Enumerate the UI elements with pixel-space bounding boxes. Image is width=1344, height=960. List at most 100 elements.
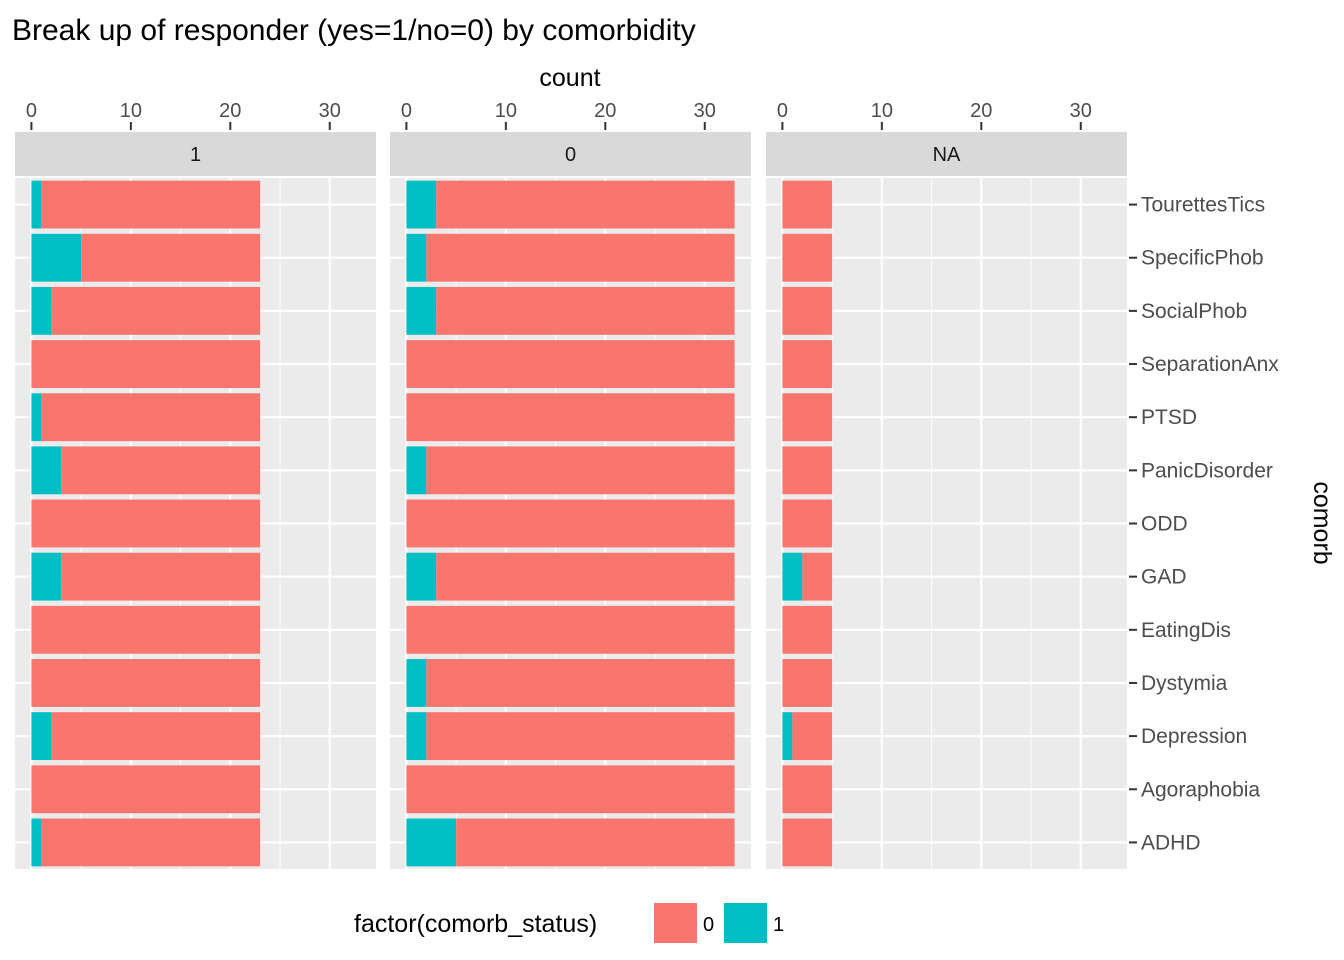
chart-title: Break up of responder (yes=1/no=0) by co… [12, 14, 696, 47]
legend-label-1: 1 [773, 914, 784, 936]
bar-segment-status-0 [41, 393, 261, 442]
bar-segment-status-0 [436, 180, 735, 229]
x-tick-label: 30 [694, 100, 716, 122]
facet-panel: 10 10 20 30 [15, 100, 376, 869]
bar-segment-status-0 [426, 712, 735, 761]
facet-strip-label: NA [933, 144, 961, 166]
x-tick-label: 0 [777, 100, 788, 122]
bar-segment-status-0 [782, 659, 833, 707]
x-axis-title: count [539, 64, 600, 92]
bar-segment-status-0 [782, 818, 833, 867]
x-tick-label: 10 [120, 100, 142, 122]
bar-segment-status-1 [31, 552, 62, 601]
bar-segment-status-1 [782, 712, 793, 761]
bar-segment-status-1 [782, 552, 803, 601]
bar-segment-status-0 [436, 552, 735, 601]
bar-segment-status-0 [456, 818, 735, 867]
bar-segment-status-0 [802, 552, 833, 601]
y-tick-label: TourettesTics [1141, 194, 1265, 217]
bar-segment-status-1 [406, 446, 427, 495]
bar-segment-status-0 [31, 659, 261, 707]
facet-strip-label: 0 [565, 144, 576, 166]
bar-segment-status-1 [406, 659, 427, 707]
bar-segment-status-0 [792, 712, 833, 761]
y-tick-label: SeparationAnx [1141, 353, 1279, 376]
y-tick-label: Depression [1141, 725, 1247, 748]
y-tick-label: Dystymia [1141, 672, 1228, 695]
y-tick-label: ODD [1141, 513, 1188, 536]
bar-segment-status-0 [406, 605, 735, 654]
bar-segment-status-1 [31, 286, 52, 335]
y-tick-label: GAD [1141, 566, 1187, 589]
bar-segment-status-0 [782, 233, 833, 282]
bar-segment-status-0 [426, 446, 735, 495]
bar-segment-status-0 [51, 712, 261, 761]
x-tick-label: 30 [1070, 100, 1092, 122]
x-tick-label: 10 [871, 100, 893, 122]
legend-key-1 [724, 903, 767, 943]
bar-segment-status-0 [406, 340, 735, 388]
x-tick-label: 0 [401, 100, 412, 122]
bar-segment-status-0 [782, 340, 833, 388]
x-tick-label: 10 [495, 100, 517, 122]
bar-segment-status-0 [782, 180, 833, 229]
y-tick-label: SpecificPhob [1141, 247, 1264, 270]
y-tick-label: PTSD [1141, 406, 1197, 429]
facet-strip [15, 132, 376, 176]
bar-segment-status-0 [782, 765, 833, 814]
x-tick-label: 20 [594, 100, 616, 122]
bar-segment-status-0 [406, 499, 735, 548]
facet-panel: NA 0 10 20 30 [766, 100, 1127, 869]
bar-segment-status-0 [782, 446, 833, 495]
bar-segment-status-0 [406, 765, 735, 814]
legend-label-0: 0 [703, 914, 714, 936]
facet-strip-label: 1 [190, 144, 201, 166]
bar-segment-status-1 [406, 712, 427, 761]
bar-segment-status-1 [31, 393, 42, 442]
bar-segment-status-0 [426, 233, 735, 282]
bar-segment-status-1 [31, 446, 62, 495]
bar-segment-status-0 [436, 286, 735, 335]
bar-segment-status-0 [31, 605, 261, 654]
bar-segment-status-0 [782, 605, 833, 654]
bar-segment-status-0 [782, 499, 833, 548]
bar-segment-status-0 [31, 340, 261, 388]
y-tick-label: ADHD [1141, 831, 1201, 854]
bar-segment-status-0 [61, 552, 261, 601]
bar-segment-status-1 [406, 286, 437, 335]
bar-segment-status-1 [406, 552, 437, 601]
y-tick-label: EatingDis [1141, 619, 1231, 642]
bar-segment-status-1 [406, 818, 457, 867]
facet-strip [766, 132, 1127, 176]
y-tick-label: SocialPhob [1141, 300, 1247, 323]
bar-segment-status-0 [782, 286, 833, 335]
bar-segment-status-1 [406, 180, 437, 229]
bar-segment-status-0 [31, 765, 261, 814]
facet-strip [390, 132, 751, 176]
bar-segment-status-0 [51, 286, 261, 335]
legend-title: factor(comorb_status) [354, 910, 597, 938]
y-tick-label: PanicDisorder [1141, 459, 1273, 482]
bar-segment-status-0 [782, 393, 833, 442]
x-tick-label: 30 [319, 100, 341, 122]
bar-segment-status-0 [31, 499, 261, 548]
bar-segment-status-0 [41, 180, 261, 229]
legend-key-0 [654, 903, 697, 943]
bar-segment-status-0 [81, 233, 261, 282]
x-tick-label: 20 [219, 100, 241, 122]
bar-segment-status-1 [31, 180, 42, 229]
facet-panel: 0 0 10 20 30 [390, 100, 751, 869]
bar-segment-status-0 [406, 393, 735, 442]
x-tick-label: 20 [970, 100, 992, 122]
x-tick-label: 0 [26, 100, 37, 122]
y-axis-title: comorb [1308, 481, 1336, 564]
y-axis: ADHD Agoraphobia Depression Dystymia EatingD… [1129, 194, 1279, 854]
bar-segment-status-1 [406, 233, 427, 282]
bar-segment-status-1 [31, 818, 42, 867]
bar-segment-status-0 [426, 659, 735, 707]
bar-segment-status-0 [61, 446, 261, 495]
